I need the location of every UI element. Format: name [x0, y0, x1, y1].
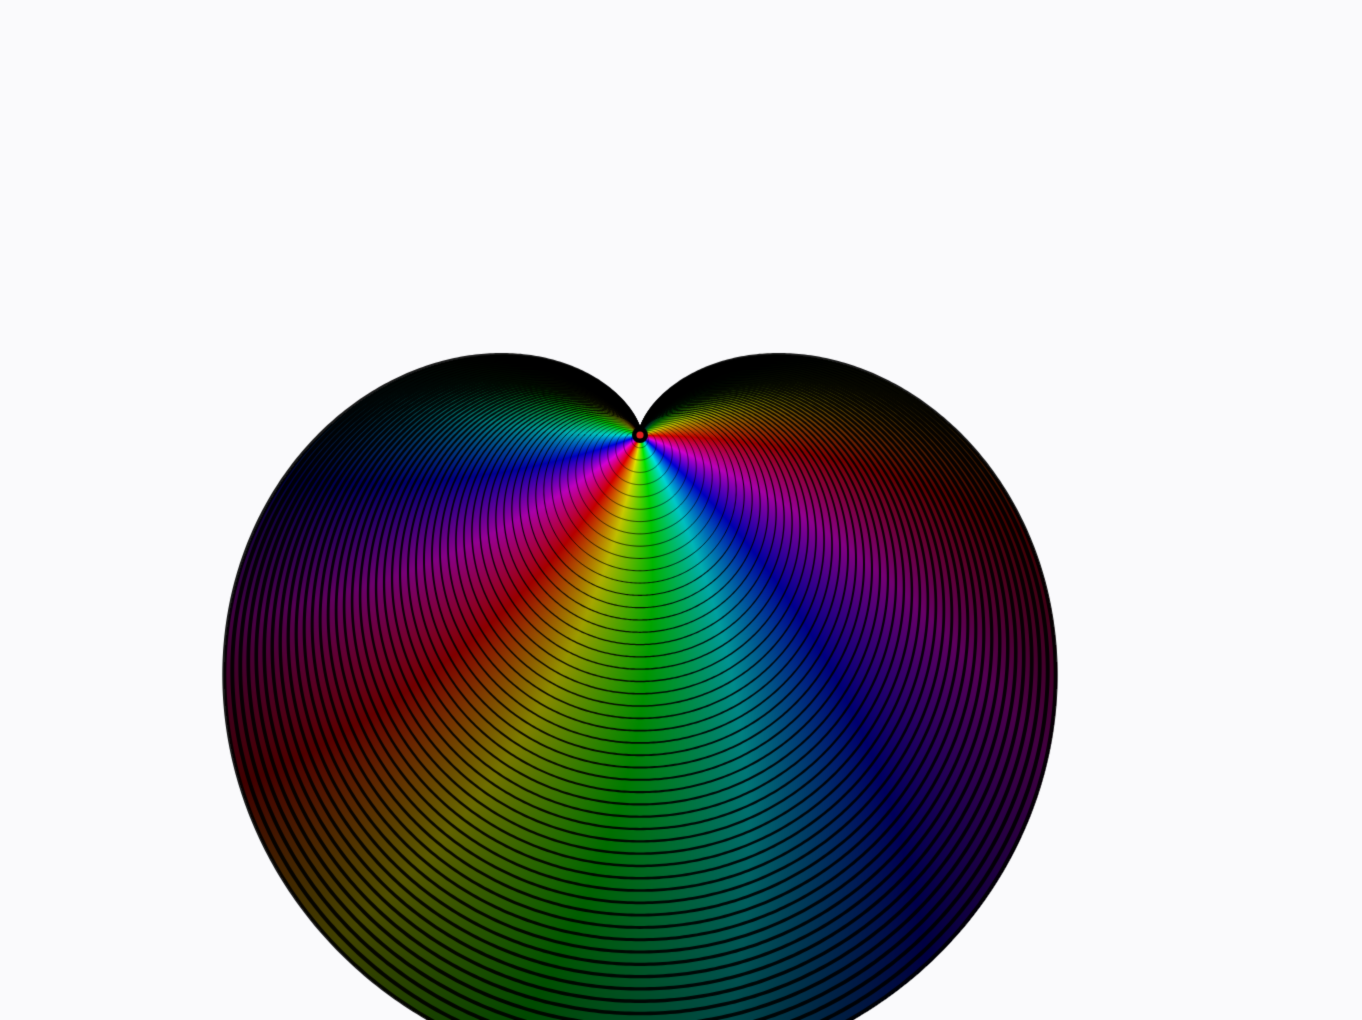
contour-lines-layer [0, 0, 1362, 1020]
cardioid-figure [0, 0, 1362, 1020]
